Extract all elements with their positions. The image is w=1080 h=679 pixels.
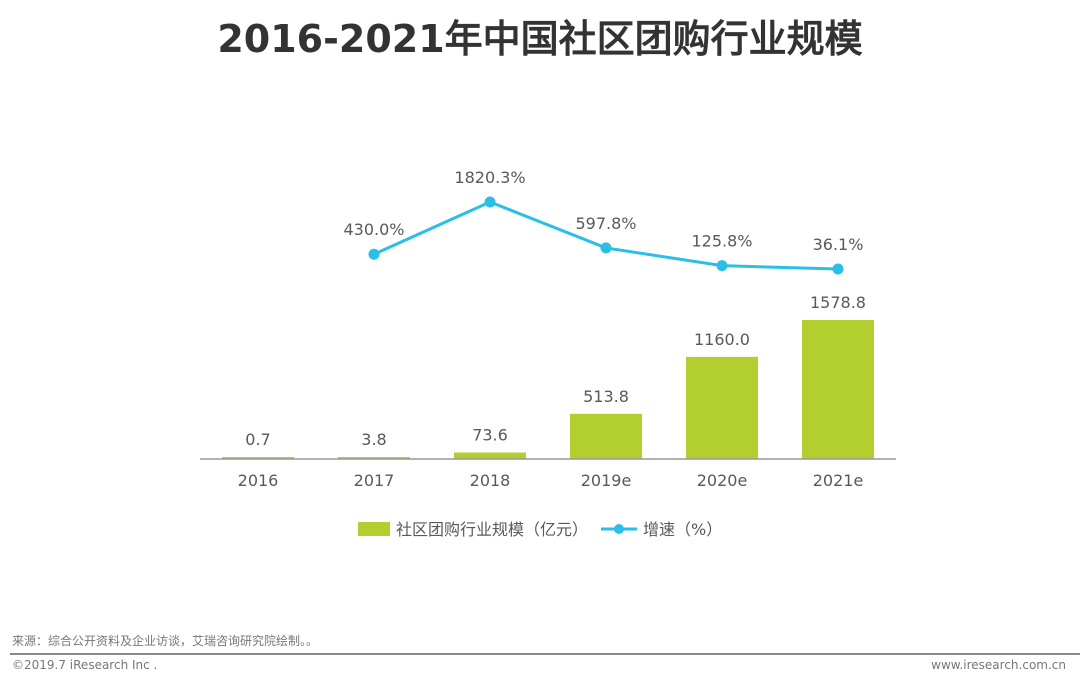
bar-value-label: 3.8 [361, 430, 386, 449]
x-tick-label: 2020e [697, 471, 748, 490]
footer-divider [10, 653, 1080, 655]
x-tick-label: 2019e [581, 471, 632, 490]
x-tick-label: 2016 [238, 471, 279, 490]
growth-point [716, 260, 728, 272]
growth-value-label: 36.1% [813, 235, 864, 254]
legend-line-marker [614, 524, 624, 534]
growth-point [832, 263, 844, 275]
x-tick-label: 2017 [354, 471, 395, 490]
legend-line-label: 增速（%） [643, 520, 722, 539]
bar [338, 457, 410, 459]
growth-point [484, 196, 496, 208]
growth-line [373, 200, 839, 271]
bar-value-label: 513.8 [583, 387, 629, 406]
legend-bar-label: 社区团购行业规模（亿元） [396, 520, 588, 539]
website-link[interactable]: www.iresearch.com.cn [931, 658, 1066, 672]
bar-value-label: 73.6 [472, 426, 508, 445]
bar [570, 413, 642, 459]
growth-value-label: 597.8% [575, 214, 636, 233]
bar [802, 320, 874, 459]
source-note: 来源：综合公开资料及企业访谈，艾瑞咨询研究院绘制。。 [12, 634, 319, 648]
chart-title: 2016-2021年中国社区团购行业规模 [217, 17, 863, 61]
copyright: ©2019.7 iResearch Inc . [12, 658, 158, 672]
chart: 0.7 2016 3.8 2017 73.6 2018 513.8 2019e 1160.0 20… [200, 168, 896, 539]
x-tick-label: 2018 [470, 471, 511, 490]
growth-value-label: 1820.3% [454, 168, 525, 187]
bar-value-label: 0.7 [245, 430, 270, 449]
bar-value-label: 1578.8 [810, 293, 866, 312]
x-tick-label: 2021e [813, 471, 864, 490]
growth-point [600, 242, 612, 254]
bar-value-label: 1160.0 [694, 330, 750, 349]
growth-value-label: 125.8% [691, 232, 752, 251]
legend-bar-swatch [358, 522, 390, 536]
growth-point [368, 248, 380, 260]
growth-value-label: 430.0% [343, 220, 404, 239]
bar [454, 452, 526, 459]
bar [222, 457, 294, 459]
bar [686, 356, 758, 459]
